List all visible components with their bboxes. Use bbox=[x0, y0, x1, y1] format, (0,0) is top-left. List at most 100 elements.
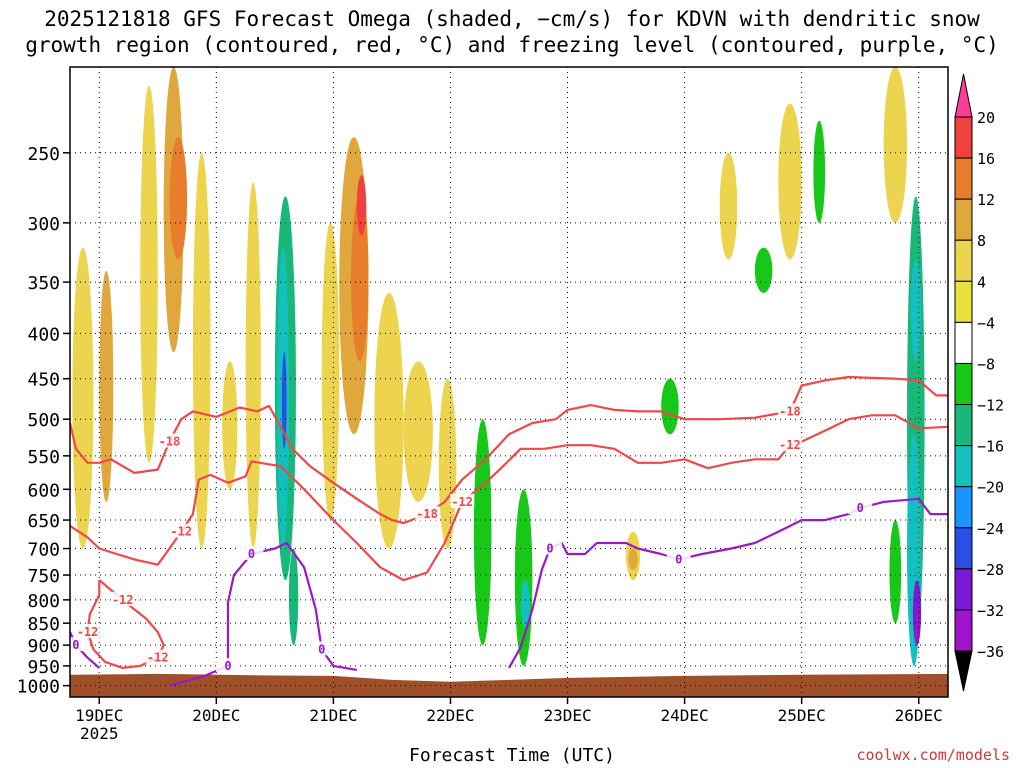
omega-feature-25 bbox=[719, 152, 738, 260]
y-tick-label: 500 bbox=[27, 410, 60, 431]
dgz-contour-label: -12 bbox=[170, 525, 192, 539]
colorbar-segment-6 bbox=[954, 362, 973, 406]
omega-feature-21 bbox=[520, 580, 531, 628]
colorbar-label: −20 bbox=[977, 479, 1004, 497]
omega-feature-0 bbox=[72, 247, 94, 549]
credit-link[interactable]: coolwx.com/models bbox=[856, 746, 1010, 764]
colorbar-segment-3 bbox=[954, 239, 973, 282]
y-tick-label: 800 bbox=[27, 591, 60, 612]
omega-feature-11 bbox=[288, 548, 299, 646]
colorbar-segment-10 bbox=[954, 527, 973, 570]
dgz-label-bg bbox=[145, 649, 170, 664]
freezing-contour-label: 0 bbox=[318, 642, 325, 656]
x-tick-label: 22DEC bbox=[426, 706, 474, 725]
omega-feature-26 bbox=[754, 247, 773, 293]
y-tick-label: 650 bbox=[27, 511, 60, 532]
y-tick-label: 750 bbox=[27, 566, 60, 587]
colorbar-label: 20 bbox=[977, 109, 995, 127]
omega-feature-35 bbox=[914, 609, 919, 646]
freezing-contour-label: 0 bbox=[72, 638, 79, 652]
dgz-label-bg bbox=[157, 433, 182, 448]
y-tick-label: 600 bbox=[27, 480, 60, 501]
colorbar-segment-9 bbox=[954, 486, 973, 529]
freezing-label-bg bbox=[848, 500, 873, 515]
freezing-contour-2 bbox=[508, 497, 948, 669]
omega-feature-5 bbox=[192, 152, 211, 549]
x-tick-label: 24DEC bbox=[661, 706, 709, 725]
dgz-contour-label: -12 bbox=[147, 651, 169, 665]
omega-feature-30 bbox=[889, 520, 902, 624]
dgz-contour-label: -12 bbox=[779, 438, 801, 452]
y-tick-label: 400 bbox=[27, 324, 60, 345]
freezing-contour-label: 0 bbox=[857, 501, 864, 515]
omega-feature-14 bbox=[350, 196, 369, 362]
omega-feature-23 bbox=[628, 548, 638, 570]
omega-feature-15 bbox=[356, 175, 367, 236]
x-tick-label: 19DEC bbox=[75, 706, 123, 725]
dgz-label-bg bbox=[110, 591, 135, 606]
colorbar-label: −8 bbox=[977, 355, 995, 373]
colorbar-segment-5 bbox=[954, 321, 973, 364]
x-tick-label: 21DEC bbox=[309, 706, 357, 725]
freezing-contour-label: 0 bbox=[224, 659, 231, 673]
freezing-label-bg bbox=[239, 545, 264, 560]
colorbar-label: 8 bbox=[977, 232, 986, 250]
omega-feature-6 bbox=[222, 361, 238, 490]
y-tick-label: 950 bbox=[27, 657, 60, 678]
omega-feature-1 bbox=[99, 270, 114, 502]
colorbar-label: 4 bbox=[977, 273, 986, 291]
freezing-contour-label: 0 bbox=[675, 552, 682, 566]
colorbar-label: −12 bbox=[977, 397, 1004, 415]
colorbar-label: −4 bbox=[977, 314, 995, 332]
x-tick-label: 25DEC bbox=[778, 706, 826, 725]
omega-feature-27 bbox=[778, 103, 802, 260]
omega-feature-32 bbox=[910, 259, 922, 362]
y-tick-label: 550 bbox=[27, 447, 60, 468]
colorbar-top-arrow bbox=[954, 73, 973, 118]
x-tick-year: 2025 bbox=[80, 724, 119, 743]
colorbar-label: −36 bbox=[977, 643, 1004, 661]
dgz-label-bg bbox=[75, 624, 100, 639]
dgz-label-bg bbox=[169, 523, 194, 538]
colorbar-segment-12 bbox=[954, 609, 973, 652]
freezing-contour-label: 0 bbox=[546, 542, 553, 556]
y-tick-label: 250 bbox=[27, 144, 60, 165]
dgz-label-bg bbox=[777, 437, 802, 452]
dgz-label-bg bbox=[450, 493, 475, 508]
y-tick-label: 1000 bbox=[17, 677, 60, 698]
colorbar-segment-8 bbox=[954, 445, 973, 488]
x-tick-label: 23DEC bbox=[543, 706, 591, 725]
colorbar-label: 12 bbox=[977, 191, 995, 209]
colorbar-segment-4 bbox=[954, 280, 973, 323]
dgz-contour-label: -12 bbox=[451, 495, 473, 509]
y-tick-label: 350 bbox=[27, 273, 60, 294]
colorbar-label: −28 bbox=[977, 561, 1004, 579]
omega-feature-19 bbox=[473, 419, 492, 646]
freezing-label-bg bbox=[216, 657, 241, 672]
omega-feature-12 bbox=[321, 222, 340, 521]
chart-title-line-2: growth region (contoured, red, °C) and f… bbox=[25, 33, 999, 57]
freezing-contour-1 bbox=[169, 541, 357, 687]
colorbar-label: 16 bbox=[977, 150, 995, 168]
x-axis-label: Forecast Time (UTC) bbox=[409, 745, 615, 766]
freezing-label-bg bbox=[666, 551, 691, 566]
colorbar-label: −24 bbox=[977, 520, 1004, 538]
omega-feature-29 bbox=[883, 66, 908, 223]
dgz-contour-label: -12 bbox=[112, 593, 134, 607]
dgz-contour-label: -12 bbox=[77, 625, 99, 639]
freezing-label-bg bbox=[537, 540, 562, 555]
omega-feature-24 bbox=[661, 378, 679, 435]
colorbar-segment-7 bbox=[954, 404, 973, 447]
omega-feature-17 bbox=[403, 361, 433, 502]
omega-feature-4 bbox=[169, 137, 188, 260]
omega-feature-10 bbox=[281, 352, 287, 449]
freezing-contour-label: 0 bbox=[248, 547, 255, 561]
dgz-contour-label: -18 bbox=[159, 435, 181, 449]
y-tick-label: 300 bbox=[27, 214, 60, 235]
colorbar-segment-1 bbox=[954, 157, 973, 200]
y-tick-label: 700 bbox=[27, 540, 60, 561]
dgz-contour-label: -18 bbox=[416, 507, 438, 521]
chart-title-line-1: 2025121818 GFS Forecast Omega (shaded, −… bbox=[44, 7, 980, 31]
y-tick-label: 450 bbox=[27, 370, 60, 391]
